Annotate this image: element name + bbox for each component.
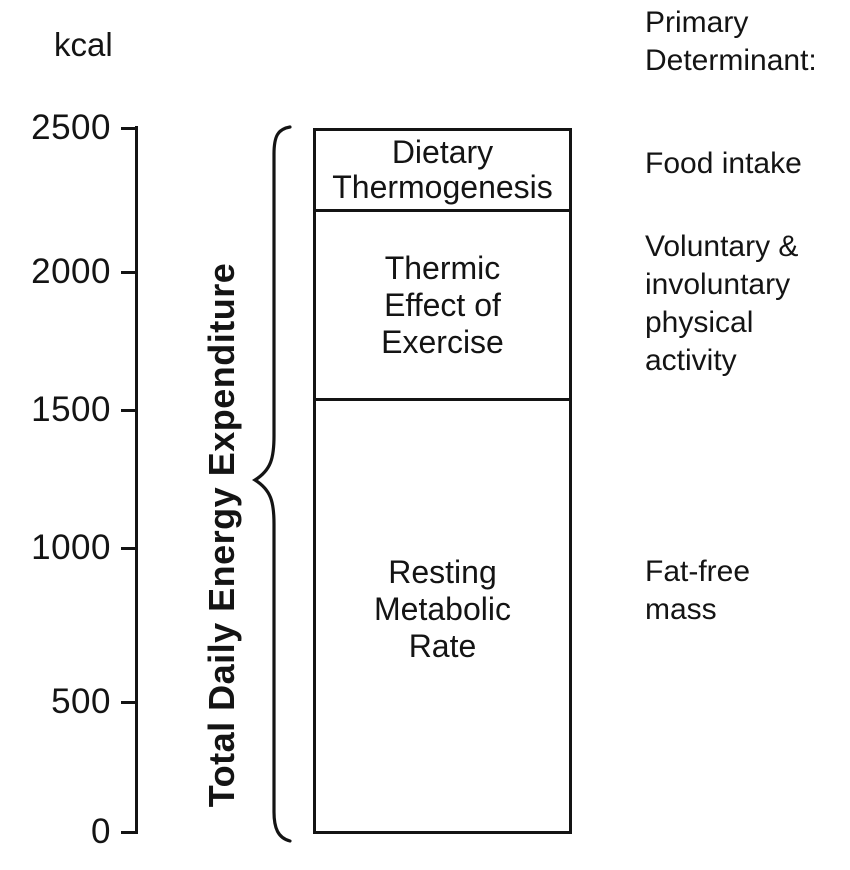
y-axis-tick-1500: 1500 (0, 390, 137, 430)
tick-mark (121, 126, 137, 130)
bar-segment-dietary-thermogenesis: Dietary Thermogenesis (316, 131, 569, 212)
tick-label: 0 (91, 812, 111, 851)
determinant-fat-free-mass: Fat-free mass (645, 555, 751, 626)
bar-segment-resting-metabolic-rate: Resting Metabolic Rate (374, 553, 511, 664)
tick-label: 1000 (31, 528, 111, 567)
tick-label: 2500 (31, 108, 111, 147)
y-axis-line (135, 126, 138, 834)
determinant-physical-activity: Voluntary & involuntary physical activit… (645, 230, 799, 377)
total-daily-energy-expenditure-label: Total Daily Energy Expenditure (201, 262, 242, 808)
stacked-bar: Dietary Thermogenesis Thermic Effect of … (313, 128, 572, 834)
curly-brace-icon (251, 125, 292, 843)
tick-label: 500 (51, 682, 111, 721)
y-axis-tick-1000: 1000 (0, 528, 137, 568)
y-axis-tick-2000: 2000 (0, 252, 137, 292)
y-axis-tick-500: 500 (0, 682, 137, 722)
y-axis-tick-0: 0 (0, 812, 137, 852)
determinant-food-intake: Food intake (645, 147, 802, 180)
tick-mark (121, 408, 137, 412)
tick-label: 1500 (31, 390, 111, 429)
tick-label: 2000 (31, 252, 111, 291)
tick-mark (121, 546, 137, 550)
y-axis-unit-label: kcal (54, 26, 113, 63)
tick-mark (121, 270, 137, 274)
tick-mark (121, 830, 137, 834)
primary-determinant-header: Primary Determinant: (645, 6, 817, 77)
tick-mark (121, 700, 137, 704)
y-axis-tick-2500: 2500 (0, 108, 137, 148)
bar-segment-thermic-effect-of-exercise: Thermic Effect of Exercise (316, 212, 569, 401)
